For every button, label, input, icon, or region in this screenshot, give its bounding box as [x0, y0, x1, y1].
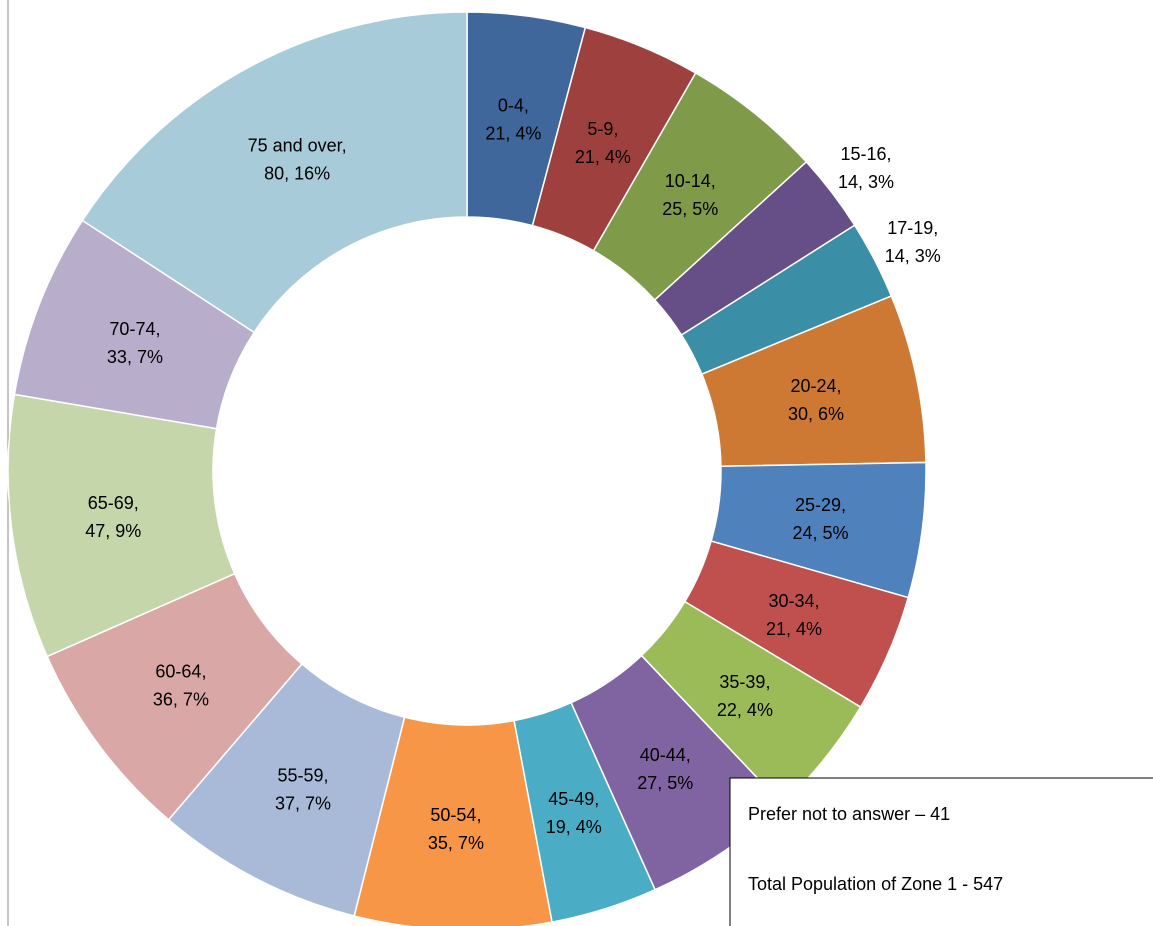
slice-value-label: 21, 4%: [485, 123, 541, 143]
slice-category-label: 60-64,: [155, 662, 206, 682]
slice-value-label: 19, 4%: [546, 817, 602, 837]
slice-category-label: 5-9,: [587, 119, 618, 139]
slice-value-label: 14, 3%: [838, 172, 894, 192]
slice-value-label: 24, 5%: [792, 523, 848, 543]
slice-value-label: 47, 9%: [85, 521, 141, 541]
note-box: [729, 777, 1153, 926]
slice-category-label: 50-54,: [430, 805, 481, 825]
note-text: Prefer not to answer – 41: [748, 804, 950, 824]
slice-category-label: 55-59,: [277, 765, 328, 785]
slice-category-label: 0-4,: [498, 95, 529, 115]
slice-category-label: 15-16,: [841, 144, 892, 164]
slice-category-label: 20-24,: [791, 376, 842, 396]
slice-value-label: 80, 16%: [264, 163, 330, 183]
slice-value-label: 27, 5%: [637, 773, 693, 793]
slice-category-label: 70-74,: [109, 319, 160, 339]
slice-value-label: 36, 7%: [153, 690, 209, 710]
slice-category-label: 17-19,: [887, 218, 938, 238]
slice-value-label: 25, 5%: [662, 199, 718, 219]
note-text: Total Population of Zone 1 - 547: [748, 874, 1003, 894]
slice: [81, 11, 468, 334]
slice-value-label: 33, 7%: [107, 347, 163, 367]
slice-category-label: 45-49,: [548, 789, 599, 809]
slice-value-label: 21, 4%: [575, 147, 631, 167]
slice-value-label: 30, 6%: [788, 404, 844, 424]
slice-value-label: 35, 7%: [428, 833, 484, 853]
slice-category-label: 30-34,: [768, 591, 819, 611]
slice-category-label: 25-29,: [795, 495, 846, 515]
slice-value-label: 14, 3%: [885, 246, 941, 266]
slice-category-label: 65-69,: [88, 493, 139, 513]
slice-category-label: 35-39,: [719, 672, 770, 692]
slice-category-label: 40-44,: [640, 745, 691, 765]
slice-value-label: 37, 7%: [275, 793, 331, 813]
slice-category-label: 75 and over,: [248, 135, 347, 155]
slice-category-label: 10-14,: [665, 171, 716, 191]
slice-value-label: 21, 4%: [766, 619, 822, 639]
slice-value-label: 22, 4%: [717, 700, 773, 720]
